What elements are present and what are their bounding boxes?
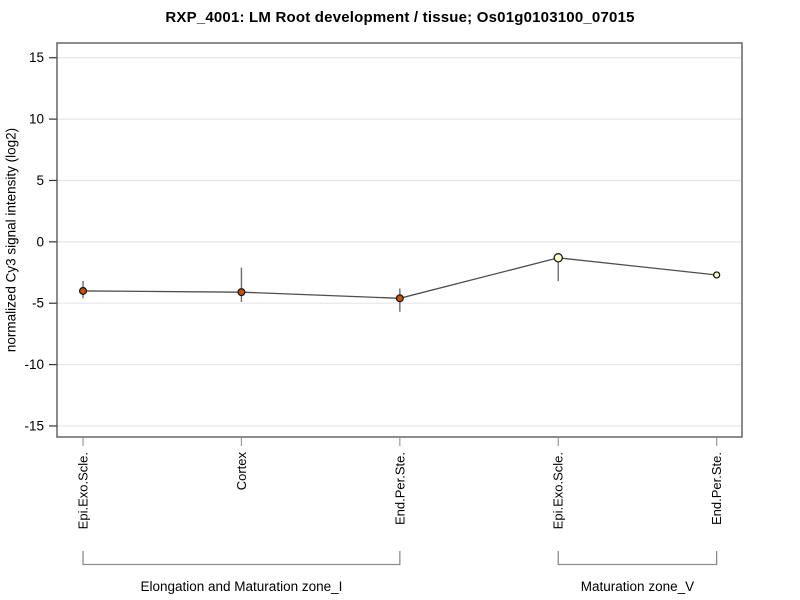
x-category-label: End.Per.Ste. — [392, 452, 407, 525]
data-point — [713, 271, 721, 279]
data-point — [395, 294, 404, 303]
y-tick-label: -5 — [32, 296, 44, 311]
plot-frame — [56, 42, 743, 438]
y-tick-label: 5 — [36, 173, 44, 188]
y-tick-label: 0 — [36, 234, 44, 249]
data-point — [553, 253, 563, 263]
data-point — [78, 286, 88, 295]
y-tick-label: 10 — [29, 112, 44, 127]
x-category-label: Epi.Exo.Scle. — [76, 452, 91, 529]
y-tick-label: -10 — [24, 357, 44, 372]
data-point — [237, 288, 246, 297]
group-label: Maturation zone_V — [581, 579, 694, 594]
group-label: Elongation and Maturation zone_I — [140, 579, 342, 594]
y-tick-label: -15 — [24, 418, 44, 433]
x-category-label: Cortex — [234, 452, 249, 491]
chart-title: RXP_4001: LM Root development / tissue; … — [165, 9, 635, 26]
x-category-label: End.Per.Ste. — [709, 452, 724, 525]
y-tick-label: 15 — [29, 50, 44, 65]
group-bracket — [82, 551, 401, 566]
group-bracket — [557, 551, 718, 566]
x-category-label: Epi.Exo.Scle. — [551, 452, 566, 529]
